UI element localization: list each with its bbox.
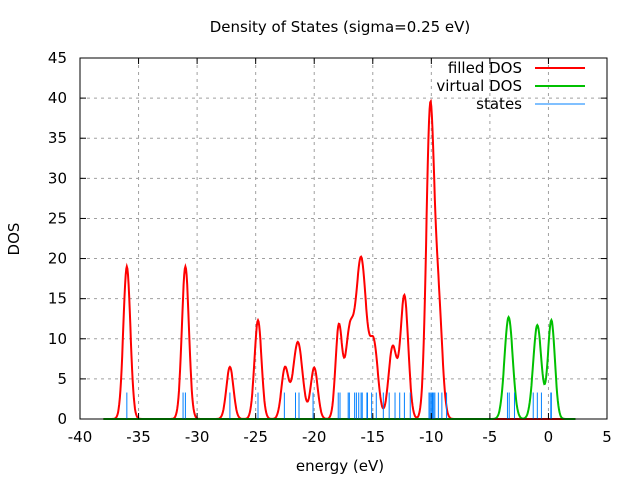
y-tick-label: 20 bbox=[48, 250, 67, 268]
x-tick-label: -15 bbox=[361, 428, 386, 446]
legend-label: filled DOS bbox=[448, 59, 522, 77]
y-tick-label: 40 bbox=[48, 89, 67, 107]
axis-ticks: -40 -35 -30 -25 -20 -15 -10 -5 0 5 0 5 10 15 20 25 30 35 4… bbox=[48, 49, 612, 446]
y-tick-label: 35 bbox=[48, 129, 67, 147]
y-tick-label: 30 bbox=[48, 169, 67, 187]
plot-border bbox=[79, 57, 608, 420]
y-tick-label: 45 bbox=[48, 49, 67, 67]
plot-series bbox=[103, 98, 576, 420]
virtual-DOS-line bbox=[103, 315, 576, 420]
chart-title: Density of States (sigma=0.25 eV) bbox=[210, 18, 471, 36]
x-axis-label: energy (eV) bbox=[296, 457, 384, 475]
x-tick-label: -20 bbox=[302, 428, 327, 446]
grid bbox=[80, 58, 607, 419]
x-tick-label: -30 bbox=[185, 428, 210, 446]
x-tick-label: -25 bbox=[243, 428, 268, 446]
y-tick-label: 10 bbox=[48, 330, 67, 348]
x-tick-label: 5 bbox=[602, 428, 612, 446]
x-tick-label: -35 bbox=[126, 428, 151, 446]
x-tick-label: 0 bbox=[544, 428, 554, 446]
y-tick-label: 0 bbox=[57, 410, 67, 428]
y-tick-label: 25 bbox=[48, 209, 67, 227]
x-tick-label: -10 bbox=[419, 428, 444, 446]
y-tick-label: 15 bbox=[48, 290, 67, 308]
legend-label: virtual DOS bbox=[436, 77, 522, 95]
filled-DOS-line bbox=[103, 98, 576, 420]
legend-label: states bbox=[476, 95, 522, 113]
y-axis-label: DOS bbox=[5, 223, 23, 256]
y-tick-label: 5 bbox=[57, 370, 67, 388]
x-tick-label: -40 bbox=[68, 428, 93, 446]
x-tick-label: -5 bbox=[482, 428, 497, 446]
